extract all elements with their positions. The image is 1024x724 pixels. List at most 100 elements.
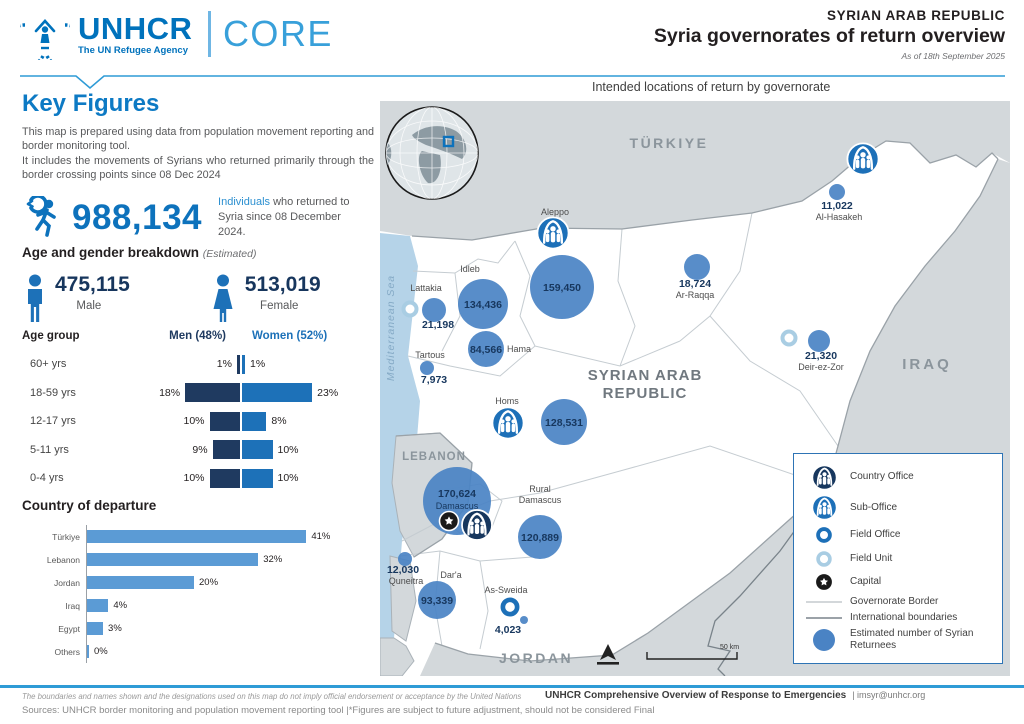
legend-item-gov-line: Governorate Border bbox=[804, 596, 994, 608]
col-women: Women (52%) bbox=[252, 330, 328, 342]
gender-totals-row: 475,115 Male 513,019 Female bbox=[22, 274, 374, 330]
departure-country-label: Türkiye bbox=[52, 531, 80, 542]
departure-row: Türkiye 41% bbox=[22, 525, 374, 548]
returnees-bubble bbox=[518, 515, 562, 559]
bubble-legend-icon bbox=[804, 627, 844, 653]
governorate-tartous: 7,973 Tartous bbox=[415, 350, 447, 386]
women-bar bbox=[242, 468, 273, 488]
men-bar-cell: 9% bbox=[100, 440, 240, 460]
sub-legend-icon bbox=[804, 494, 844, 521]
legend-label: Field Office bbox=[850, 528, 901, 540]
returnees-bubble bbox=[420, 361, 434, 375]
women-pct-label: 8% bbox=[271, 415, 287, 428]
departure-pct-label: 41% bbox=[311, 531, 331, 542]
governorate-name: Tartous bbox=[415, 350, 445, 360]
returnees-value: 4,023 bbox=[495, 624, 521, 636]
men-bar bbox=[185, 383, 240, 403]
label-syria-2: REPUBLIC bbox=[603, 385, 688, 402]
header-country: SYRIAN ARAB REPUBLIC bbox=[826, 8, 1005, 23]
departure-bar bbox=[87, 576, 194, 589]
departure-country-label: Jordan bbox=[54, 577, 80, 588]
men-pct-label: 10% bbox=[183, 415, 205, 428]
gov-line-legend-icon bbox=[804, 597, 844, 607]
capital-office-icon bbox=[438, 510, 460, 532]
age-pyramid-row: 60+ yrs 1% 1% bbox=[22, 350, 374, 379]
departure-pct-label: 3% bbox=[108, 623, 122, 634]
women-bar-cell: 10% bbox=[242, 468, 372, 488]
governorate-name: Lattakia bbox=[410, 283, 442, 293]
footer-disclaimer: The boundaries and names shown and the d… bbox=[22, 692, 522, 701]
men-bar bbox=[236, 354, 240, 374]
women-pct-label: 10% bbox=[277, 472, 299, 485]
footer-email[interactable]: | imsyr@unhcr.org bbox=[852, 690, 926, 700]
returnees-value: 84,566 bbox=[470, 344, 502, 356]
returnees-bubble bbox=[829, 184, 845, 200]
returnees-value: 134,436 bbox=[464, 299, 502, 311]
total-returnees-caption: Individuals who returned to Syria since … bbox=[218, 195, 358, 240]
governorate-name: Hama bbox=[507, 344, 531, 354]
women-bar-cell: 23% bbox=[242, 383, 372, 403]
country-office-icon bbox=[462, 510, 492, 540]
header-titles: SYRIAN ARAB REPUBLIC Syria governorates … bbox=[654, 8, 1005, 61]
governorate-name: Al-Hasakeh bbox=[816, 212, 863, 222]
departure-row: Egypt 3% bbox=[22, 617, 374, 640]
male-total-block: 475,115 Male bbox=[22, 274, 130, 330]
total-returnees-value: 988,134 bbox=[72, 197, 203, 237]
departure-pct-label: 0% bbox=[94, 646, 108, 657]
women-bar-cell: 8% bbox=[242, 411, 372, 431]
key-figures-title: Key Figures bbox=[22, 90, 160, 117]
men-bar-cell: 18% bbox=[100, 383, 240, 403]
women-bar-cell: 10% bbox=[242, 440, 372, 460]
sub-office-icon bbox=[492, 407, 523, 438]
departure-bar bbox=[87, 622, 104, 635]
men-bar-cell: 1% bbox=[100, 354, 240, 374]
men-pct-label: 18% bbox=[159, 386, 181, 399]
returnees-value: 21,198 bbox=[422, 319, 454, 331]
sub-office-icon bbox=[847, 143, 878, 174]
returnees-bubble bbox=[520, 616, 528, 624]
departure-country-label: Lebanon bbox=[46, 554, 80, 565]
logo-tagline: The UN Refugee Agency bbox=[78, 44, 188, 56]
pyramid-rows: 60+ yrs 1% 1% 18-59 yrs 18% 23% 12-17 yrs 10% 8%… bbox=[22, 350, 374, 493]
age-pyramid-row: 12-17 yrs 10% 8% bbox=[22, 407, 374, 436]
returnees-value: 7,973 bbox=[421, 374, 447, 386]
capital-legend-icon bbox=[804, 572, 844, 592]
men-bar-cell: 10% bbox=[100, 468, 240, 488]
men-pct-label: 1% bbox=[216, 358, 232, 371]
intl-line-legend-icon bbox=[804, 613, 844, 623]
key-figures-panel: Key Figures This map is prepared using d… bbox=[22, 90, 374, 240]
governorate-homs: 128,531 Homs bbox=[492, 396, 587, 445]
returnees-bubble bbox=[418, 581, 456, 619]
legend-item-country: Country Office bbox=[804, 464, 994, 491]
governorate-aleppo: 159,450 Aleppo bbox=[530, 207, 594, 319]
governorate-hama: 84,566 Hama bbox=[468, 331, 531, 367]
footer-rule bbox=[0, 685, 1024, 688]
governorate-name: Quneitra bbox=[389, 576, 424, 586]
returnees-bubble bbox=[684, 254, 710, 280]
legend-item-bubble: Estimated number of Syrian Returnees bbox=[804, 627, 994, 653]
men-pct-label: 9% bbox=[192, 443, 208, 456]
departure-chart-section: Country of departure Türkiye 41% Lebanon 32… bbox=[22, 498, 374, 663]
departure-bar bbox=[87, 645, 89, 658]
footer-sources: Sources: UNHCR border monitoring and pop… bbox=[22, 705, 655, 716]
unit-office-icon bbox=[780, 329, 798, 347]
men-bar bbox=[209, 468, 240, 488]
label-turkiye: TÜRKIYE bbox=[630, 135, 709, 151]
returnees-bubble bbox=[530, 255, 594, 319]
age-gender-title: Age and gender breakdown (Estimated) bbox=[22, 245, 374, 260]
returnees-value: 21,320 bbox=[805, 350, 837, 362]
women-bar bbox=[242, 383, 313, 403]
legend-label: Sub-Office bbox=[850, 501, 898, 513]
male-value: 475,115 bbox=[55, 273, 130, 296]
governorate-name: Damascus bbox=[436, 501, 479, 511]
men-bar bbox=[212, 440, 240, 460]
unhcr-logo: UNHCR The UN Refugee Agency CORE bbox=[20, 8, 333, 60]
age-group-label: 5-11 yrs bbox=[30, 443, 69, 456]
returnees-value: 159,450 bbox=[543, 282, 581, 294]
returnees-value: 93,339 bbox=[421, 595, 453, 607]
turkiye-region bbox=[380, 101, 1010, 240]
governorate-name: Ar-Raqqa bbox=[676, 290, 715, 300]
governorate-as-sweida: 4,023 As-Sweida bbox=[484, 585, 528, 636]
